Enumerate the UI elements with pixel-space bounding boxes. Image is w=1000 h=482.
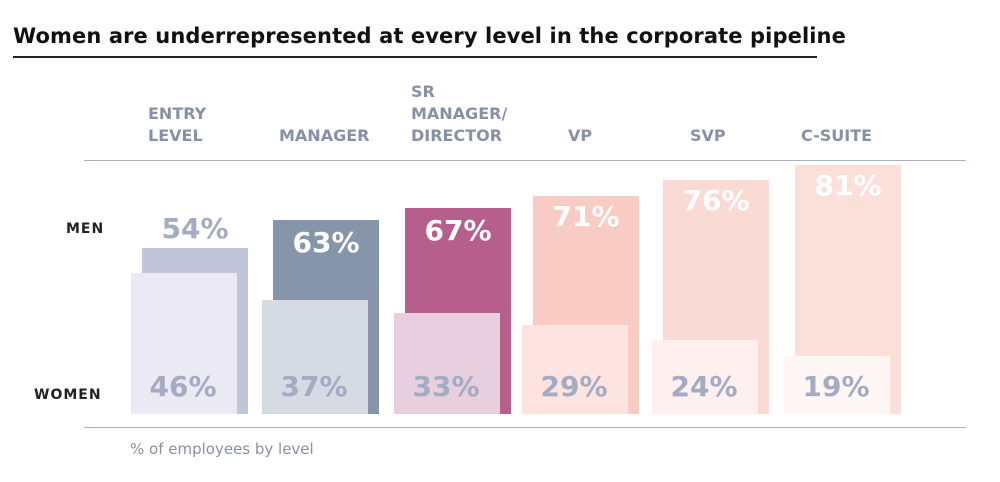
women-row-label: WOMEN (34, 387, 102, 403)
women-value-label: 33% (412, 370, 480, 403)
women-value-label: 46% (149, 370, 217, 403)
women-bar (522, 324, 628, 414)
women-value-label: 29% (540, 370, 608, 403)
chart-title: Women are underrepresented at every leve… (13, 24, 846, 48)
title-underline (13, 56, 817, 58)
women-bar (131, 272, 237, 414)
level-label: SVP (690, 126, 726, 145)
level-label: MANAGER (279, 126, 370, 145)
women-bar (394, 312, 500, 414)
women-value-label: 37% (280, 370, 348, 403)
men-row-label: MEN (66, 221, 105, 237)
men-value-label: 71% (552, 199, 620, 233)
top-divider (84, 160, 966, 161)
level-label: ENTRY LEVEL (148, 104, 207, 145)
women-value-label: 24% (670, 370, 738, 403)
bottom-divider (84, 427, 966, 428)
level-label: SR MANAGER/ DIRECTOR (411, 82, 508, 145)
chart-caption: % of employees by level (130, 440, 314, 458)
women-bar (652, 340, 758, 414)
women-bar (262, 300, 368, 414)
level-label: C-SUITE (801, 126, 873, 145)
men-value-label: 54% (161, 211, 229, 245)
men-value-label: 81% (814, 168, 882, 202)
level-label: VP (568, 126, 593, 145)
men-value-label: 67% (424, 213, 492, 247)
men-value-label: 76% (682, 184, 750, 218)
men-value-label: 63% (292, 226, 360, 260)
women-bar (784, 355, 890, 414)
women-value-label: 19% (802, 370, 870, 403)
